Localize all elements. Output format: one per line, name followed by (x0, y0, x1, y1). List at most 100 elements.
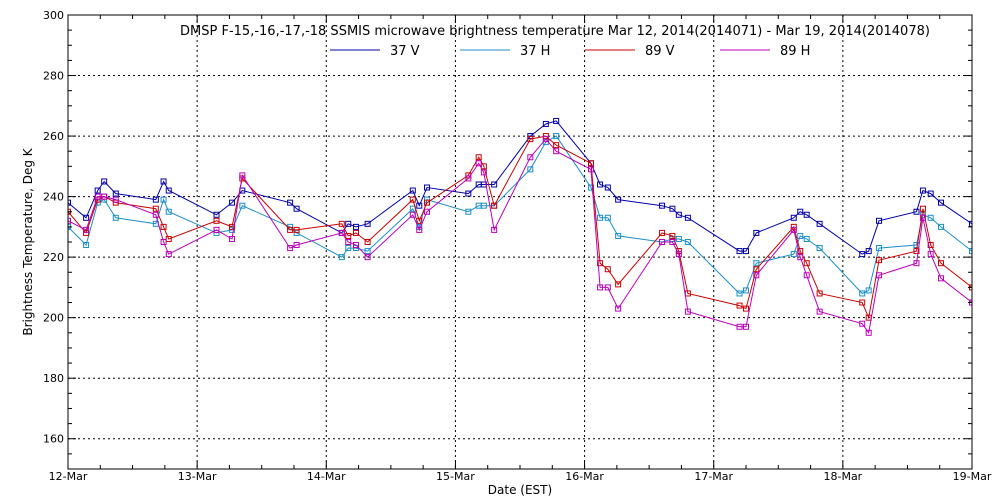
data-point-37-h (527, 166, 534, 173)
data-point-89-h (152, 211, 159, 218)
data-point-37-v (213, 211, 220, 218)
data-point-37-h (553, 133, 560, 140)
series-89-h (68, 136, 972, 336)
data-point-89-v (927, 242, 934, 249)
data-point-37-v (797, 208, 804, 215)
data-point-37-h (239, 202, 246, 209)
data-point-89-v (938, 260, 945, 267)
data-point-89-h (803, 272, 810, 279)
data-point-37-h (797, 232, 804, 239)
data-point-89-h (239, 172, 246, 179)
data-point-89-v (743, 305, 749, 312)
y-tick-label: 260 (43, 130, 64, 143)
legend-label-89-h: 89 H (780, 44, 810, 59)
data-point-89-v (659, 229, 666, 236)
data-point-89-h (480, 169, 487, 176)
data-point-89-h (491, 226, 498, 233)
data-point-89-h (68, 217, 71, 224)
data-point-37-v (865, 248, 872, 255)
data-point-89-h (160, 239, 167, 245)
data-point-37-h (684, 239, 691, 245)
y-tick-label: 220 (43, 251, 64, 264)
data-point-89-v (112, 199, 119, 206)
data-point-89-v (736, 302, 743, 309)
data-point-89-h (338, 229, 345, 236)
data-point-89-h (736, 323, 743, 330)
data-point-89-h (553, 148, 560, 155)
data-point-89-h (913, 260, 920, 267)
data-point-37-h (790, 251, 797, 258)
data-point-89-v (480, 163, 487, 170)
data-point-89-v (919, 205, 926, 212)
data-point-89-h (352, 242, 359, 249)
data-point-89-v (213, 217, 220, 224)
data-point-37-v (152, 196, 159, 203)
data-point-37-h (465, 208, 472, 215)
data-point-37-v (364, 220, 371, 227)
data-point-89-v (859, 299, 866, 306)
data-point-37-v (68, 199, 71, 206)
data-point-89-v (416, 217, 423, 224)
x-tick-label: 19-Mar (953, 470, 992, 483)
data-point-89-v (803, 260, 810, 267)
data-point-89-v (409, 196, 416, 203)
data-point-89-h (112, 196, 119, 203)
data-point-89-v (816, 290, 823, 297)
data-point-37-v (293, 205, 300, 212)
data-point-37-v (527, 133, 534, 140)
data-point-89-v (597, 260, 604, 267)
data-point-89-h (465, 175, 472, 182)
data-point-37-v (160, 178, 167, 185)
x-tick-label: 14-Mar (307, 470, 346, 483)
data-point-89-h (165, 251, 172, 258)
data-point-37-v (913, 208, 920, 215)
y-tick-label: 200 (43, 312, 64, 325)
data-point-37-h (615, 232, 622, 239)
x-tick-label: 15-Mar (436, 470, 475, 483)
data-point-89-h (83, 226, 90, 233)
tick-layer: 12-Mar 13-Mar 14-Mar 15-Mar 16-Mar 17-Mar 18-M… (43, 9, 992, 483)
data-point-89-v (615, 281, 622, 288)
data-point-89-h (615, 305, 622, 312)
data-point-37-h (927, 214, 934, 221)
x-tick-label: 18-Mar (823, 470, 862, 483)
data-point-89-h (597, 284, 604, 291)
data-point-89-h (213, 226, 220, 233)
data-point-37-v (553, 117, 560, 124)
chart-title: DMSP F-15,-16,-17,-18 SSMIS microwave br… (180, 24, 930, 39)
data-point-89-h (416, 226, 423, 233)
data-point-89-v (160, 223, 167, 230)
data-point-37-v (659, 202, 666, 209)
data-point-37-v (491, 181, 498, 188)
data-point-89-v (338, 220, 345, 227)
y-axis-title: Brightness Temperature, Deg K (21, 147, 35, 335)
data-point-37-v (938, 199, 945, 206)
data-point-37-h (112, 214, 119, 221)
data-point-89-h (101, 193, 108, 200)
data-point-37-v (83, 214, 90, 221)
data-point-37-h (816, 245, 823, 252)
data-point-89-h (94, 193, 101, 200)
data-point-37-v (604, 184, 611, 191)
grid-layer (68, 15, 972, 469)
data-point-89-h (229, 235, 236, 242)
data-point-37-h (338, 254, 345, 261)
data-point-89-h (797, 254, 804, 261)
data-point-37-h (859, 290, 866, 297)
data-point-37-v (94, 187, 101, 194)
data-point-89-h (659, 239, 666, 245)
y-tick-label: 240 (43, 191, 64, 204)
data-point-37-h (480, 202, 487, 209)
data-point-37-v (287, 199, 294, 206)
data-point-37-h (597, 214, 604, 221)
data-point-89-v (293, 226, 300, 233)
x-tick-label: 17-Mar (694, 470, 733, 483)
data-point-89-v (475, 154, 482, 161)
data-point-37-h (743, 287, 749, 294)
y-tick-label: 180 (43, 372, 64, 385)
x-axis-title: Date (EST) (488, 483, 552, 497)
data-point-89-h (938, 275, 945, 282)
data-point-89-v (491, 202, 498, 209)
data-point-37-v (675, 211, 682, 218)
